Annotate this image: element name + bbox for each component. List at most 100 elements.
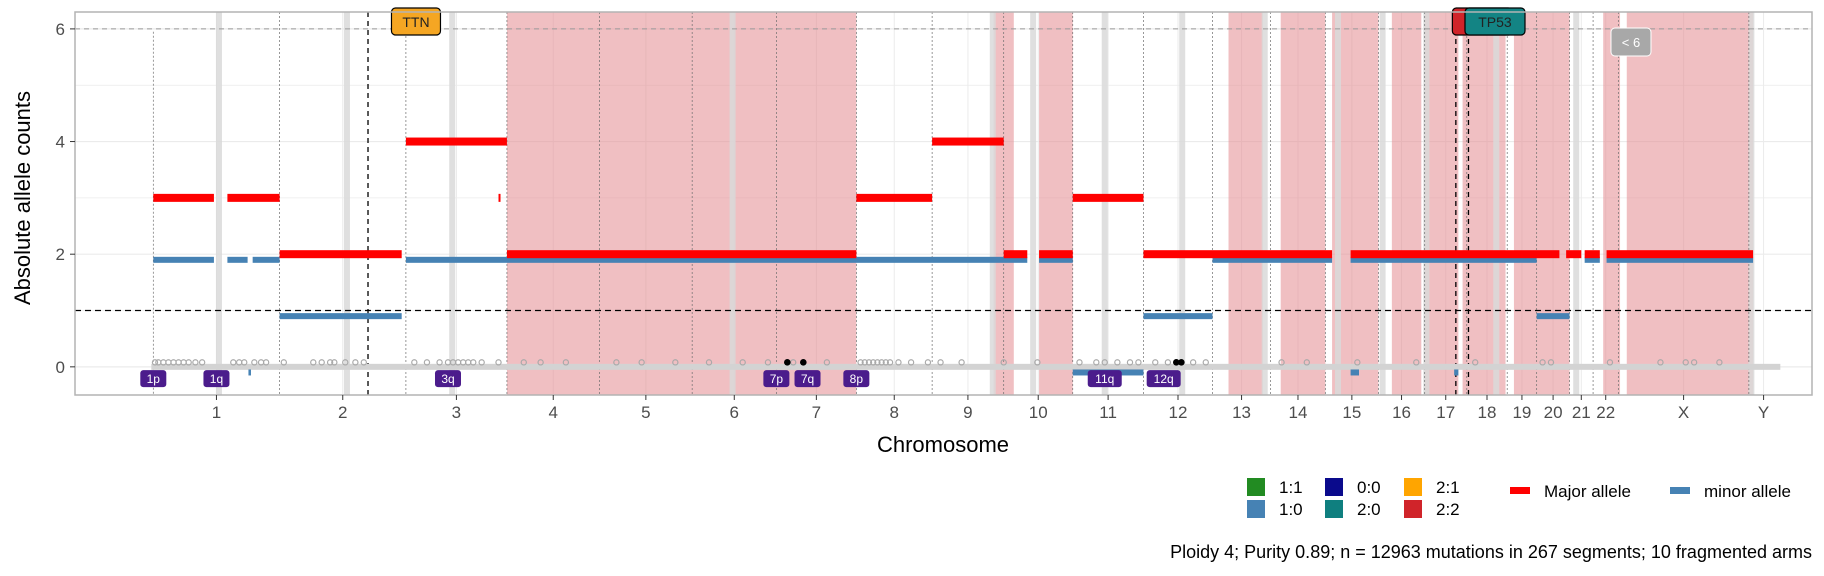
x-tick-label: 17 (1436, 403, 1455, 422)
minor-allele-segment (1584, 256, 1600, 263)
gap-marker (729, 12, 736, 395)
minor-allele-segment (252, 256, 280, 263)
arm-badge-label: 7q (801, 372, 814, 386)
arm-badge-label: 3q (441, 372, 454, 386)
mutation-point (1093, 359, 1100, 366)
gene-annotation: TP53 (1464, 7, 1526, 36)
loh-region (1039, 12, 1073, 395)
x-tick-label: 15 (1342, 403, 1361, 422)
loh-region (1391, 12, 1422, 395)
loh-region (506, 12, 857, 395)
x-tick-label: 22 (1596, 403, 1615, 422)
legend: 1:1 0:0 2:1 1:0 2:0 2:2 Major allele minor alle… (1247, 478, 1791, 519)
x-tick-label: 2 (338, 403, 347, 422)
legend-genotype-swatch (1404, 478, 1422, 496)
mutation-point (895, 359, 902, 366)
mutation-point (672, 359, 679, 366)
mutation-point (1690, 359, 1698, 366)
arm-badge-label: 1p (147, 372, 161, 386)
minor-allele-segment (1536, 313, 1570, 320)
loh-region (1626, 12, 1754, 395)
gene-badge-label: TP53 (1478, 14, 1512, 30)
offscale-label: < 6 (1622, 35, 1640, 50)
fragmented-arm-badge: 11q (1087, 370, 1122, 388)
minor-allele-segment (405, 256, 1028, 263)
mutation-point (1034, 359, 1041, 366)
offscale-box (1610, 27, 1652, 57)
mutation-point (924, 359, 932, 366)
gene-badge-label: TTN (402, 14, 429, 30)
mutation-point (857, 359, 864, 366)
legend-genotype-swatch (1247, 500, 1265, 518)
mutation-point (151, 359, 159, 366)
x-tick-label: 4 (549, 403, 558, 422)
minor-allele-segment (1350, 369, 1360, 376)
mutation-point (865, 359, 873, 366)
major-allele-segment (227, 193, 280, 202)
loh-region (1280, 12, 1326, 395)
legend-genotype-label: 0:0 (1357, 478, 1381, 497)
fragmented-arm-badge: 3q (434, 370, 461, 388)
x-tick-label: 8 (890, 403, 899, 422)
x-tick-label: 19 (1512, 403, 1531, 422)
arm-badge-box (794, 370, 821, 388)
arm-badge-box (140, 370, 167, 388)
mutation-point (1135, 359, 1142, 366)
fragmented-arm-badge: 8p (843, 370, 870, 388)
arm-badge-box (1146, 370, 1181, 388)
x-tick-label: Y (1758, 403, 1769, 422)
gap-marker (1030, 12, 1037, 395)
arm-badge-label: 7p (770, 372, 784, 386)
mutation-point (1164, 359, 1172, 366)
clonal-mutation-point (1173, 359, 1180, 366)
x-tick-label: 1 (212, 403, 221, 422)
mutation-point (1152, 359, 1159, 366)
mutation-point (739, 359, 746, 366)
major-allele-segment (498, 193, 501, 202)
y-tick-label: 0 (56, 358, 65, 377)
x-tick-label: 9 (963, 403, 972, 422)
major-allele-segment (405, 137, 507, 146)
mutation-point (705, 359, 713, 366)
major-allele-segment (153, 193, 214, 202)
mutation-point (869, 359, 877, 366)
mutation-point (1000, 359, 1007, 366)
mutation-point (262, 359, 270, 366)
mutation-point (1101, 359, 1108, 366)
gap-marker (215, 12, 222, 395)
mutation-point (907, 359, 915, 366)
fragmented-arm-badge: 1p (140, 370, 167, 388)
loh-region (1513, 12, 1570, 395)
mutation-point (638, 359, 645, 366)
major-allele-segment (932, 137, 1004, 146)
mutation-point (1076, 359, 1083, 366)
minor-allele-segment (1143, 313, 1213, 320)
major-allele-segment (1003, 250, 1028, 259)
baseline-bar (151, 363, 1781, 370)
x-tick-label: 21 (1572, 403, 1591, 422)
gene-annotation: TTN (390, 7, 442, 36)
mutation-point (342, 359, 349, 366)
x-tick-label: 3 (452, 403, 461, 422)
legend-allele-swatch (1510, 487, 1530, 494)
minor-allele-segment (153, 256, 214, 263)
y-tick-label: 2 (56, 245, 65, 264)
mutation-point (241, 359, 248, 366)
mutation-point (230, 359, 237, 366)
arm-badge-label: 8p (850, 372, 864, 386)
mutation-point (613, 359, 620, 366)
minor-allele-segment (1606, 256, 1754, 263)
mutation-point (310, 359, 317, 366)
major-allele-segment (1606, 250, 1754, 259)
x-tick-label: 11 (1099, 403, 1117, 422)
minor-allele-segment (1454, 369, 1459, 376)
mutation-point (1303, 359, 1311, 366)
gap-marker (1179, 12, 1186, 395)
major-allele-segment (856, 193, 933, 202)
mutation-point (1472, 359, 1479, 366)
legend-genotype-label: 2:0 (1357, 500, 1381, 519)
mutation-point (520, 359, 527, 366)
x-tick-label: 7 (812, 403, 821, 422)
caption: Ploidy 4; Purity 0.89; n = 12963 mutatio… (1170, 542, 1812, 562)
